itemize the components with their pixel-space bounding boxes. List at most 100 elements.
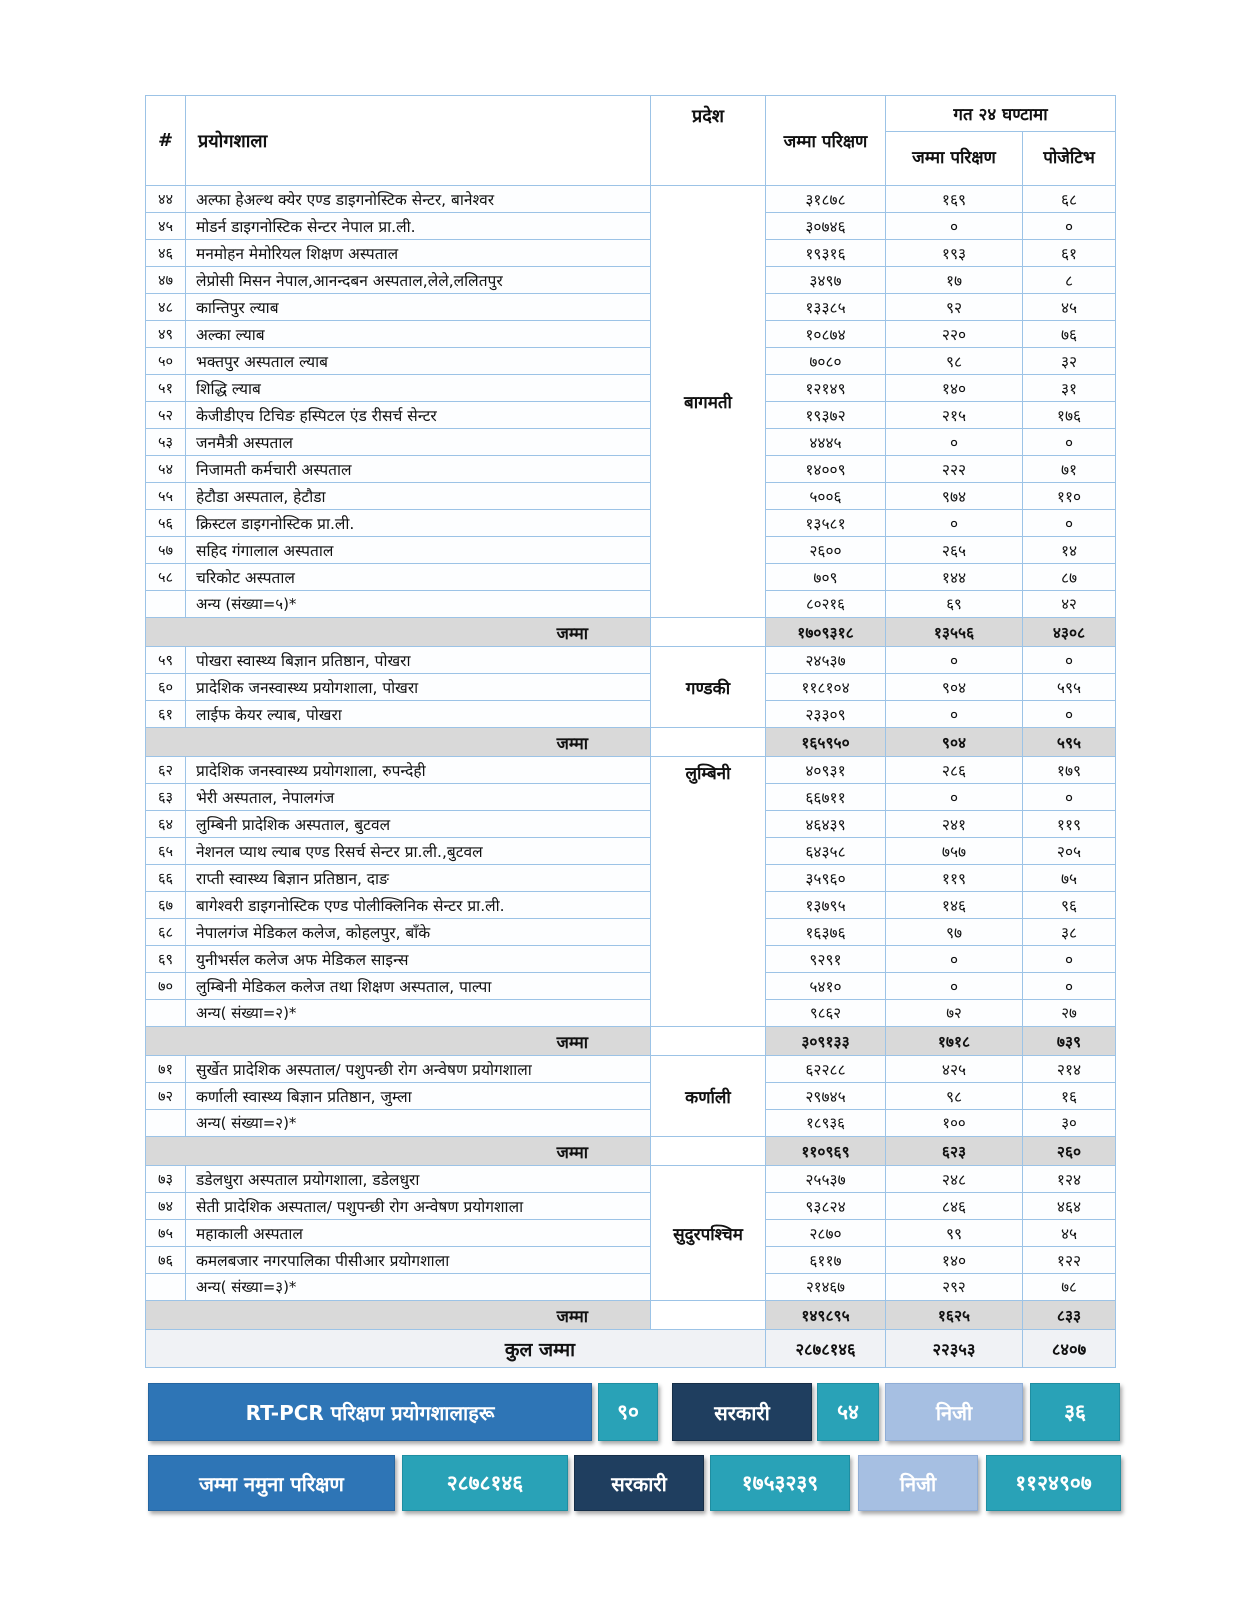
total-tests-cell: ६४३५८: [765, 837, 886, 865]
total-samples-private-value: ११२४९०७: [986, 1455, 1121, 1511]
row-number-cell: ४८: [145, 293, 186, 321]
row-number-cell: ६०: [145, 673, 186, 701]
summary-section: RT-PCR परिक्षण प्रयोगशालाहरू ९० सरकारी ५…: [148, 1383, 1236, 1511]
table-row: ७५ महाकाली अस्पताल २८७० ९९ ४५: [145, 1219, 1117, 1247]
positive-24h-cell: १४: [1021, 536, 1117, 564]
tests-24h-cell: २२२: [885, 455, 1023, 483]
table-row: ७६ कमलबजार नगरपालिका पीसीआर प्रयोगशाला ६११…: [145, 1246, 1117, 1274]
table-row: ७१ सुर्खेत प्रादेशिक अस्पताल/ पशुपन्छी रो…: [145, 1055, 1117, 1137]
lab-name-cell: निजामती कर्मचारी अस्पताल: [185, 455, 651, 483]
positive-24h-cell: ३०: [1021, 1109, 1117, 1137]
province-empty-cell: [650, 727, 766, 757]
lab-name-cell: नेशनल प्याथ ल्याब एण्ड रिसर्च सेन्टर प्र…: [185, 837, 651, 865]
table-row: ४५ मोडर्न डाइगनोस्टिक सेन्टर नेपाल प्रा.ल…: [145, 212, 1117, 240]
total-tests-cell: ५४१०: [765, 972, 886, 1000]
positive-24h-cell: ३१: [1021, 374, 1117, 402]
subtotal-label-cell: जम्मा: [145, 617, 651, 647]
lab-name-cell: अन्य( संख्या=२)*: [185, 999, 651, 1027]
tests-24h-cell: २१५: [885, 401, 1023, 429]
table-row: ६० प्रादेशिक जनस्वास्थ्य प्रयोगशाला, पोखर…: [145, 673, 1117, 701]
subtotal-label-cell: जम्मा: [145, 1026, 651, 1056]
positive-24h-cell: ११०: [1021, 482, 1117, 510]
rtpcr-labs-label: RT-PCR परिक्षण प्रयोगशालाहरू: [148, 1383, 592, 1441]
row-number-cell: ७१: [145, 1055, 186, 1083]
table-row: ६४ लुम्बिनी प्रादेशिक अस्पताल, बुटवल ४६४३९…: [145, 810, 1117, 838]
lab-name-cell: सुर्खेत प्रादेशिक अस्पताल/ पशुपन्छी रोग …: [185, 1055, 651, 1083]
tests-24h-cell: २८६: [885, 756, 1023, 784]
total-samples-government-value: १७५३२३९: [710, 1455, 850, 1511]
positive-24h-cell: २०५: [1021, 837, 1117, 865]
row-number-cell: ६९: [145, 945, 186, 973]
table-row: ६१ लाईफ केयर ल्याब, पोखरा २३३०९ ० ०: [145, 700, 1117, 728]
total-tests-cell: ४६४३९: [765, 810, 886, 838]
tests-24h-cell: ०: [885, 783, 1023, 811]
grand-total-label-cell: कुल जम्मा: [145, 1329, 766, 1368]
tests-24h-cell: ९०४: [885, 673, 1023, 701]
tests-24h-cell: ०: [885, 700, 1023, 728]
table-row: ७२ कर्णाली स्वास्थ्य बिज्ञान प्रतिष्ठान, …: [145, 1082, 1117, 1110]
lab-name-cell: कमलबजार नगरपालिका पीसीआर प्रयोगशाला: [185, 1246, 651, 1274]
lab-name-cell: लुम्बिनी प्रादेशिक अस्पताल, बुटवल: [185, 810, 651, 838]
tests-24h-cell: १७१८: [885, 1026, 1023, 1056]
lab-name-cell: महाकाली अस्पताल: [185, 1219, 651, 1247]
table-row: ६२ प्रादेशिक जनस्वास्थ्य प्रयोगशाला, रुपन…: [145, 756, 1117, 1027]
row-number-cell: ४६: [145, 239, 186, 267]
lab-name-cell: भेरी अस्पताल, नेपालगंज: [185, 783, 651, 811]
table-row: ७४ सेती प्रादेशिक अस्पताल/ पशुपन्छी रोग अ…: [145, 1192, 1117, 1220]
total-tests-cell: ३०९१३३: [765, 1026, 886, 1056]
rtpcr-labs-total-value: ९०: [598, 1383, 658, 1441]
subtotal-label-cell: जम्मा: [145, 727, 651, 757]
row-number-cell: ५३: [145, 428, 186, 456]
positive-24h-cell: १७६: [1021, 401, 1117, 429]
tests-24h-cell: ९२: [885, 293, 1023, 321]
row-number-cell: ४५: [145, 212, 186, 240]
total-tests-cell: १४९८९५: [765, 1300, 886, 1330]
lab-name-cell: लुम्बिनी मेडिकल कलेज तथा शिक्षण अस्पताल,…: [185, 972, 651, 1000]
row-number-cell: ६१: [145, 700, 186, 728]
table-row: ४६ मनमोहन मेमोरियल शिक्षण अस्पताल १९३१६ १९३…: [145, 239, 1117, 267]
col-header-number: #: [145, 95, 186, 186]
row-number-cell: ७६: [145, 1246, 186, 1274]
row-number-cell: ४७: [145, 266, 186, 294]
total-tests-cell: ४०९३१: [765, 756, 886, 784]
positive-24h-cell: ०: [1021, 783, 1117, 811]
row-number-cell: ५६: [145, 509, 186, 537]
positive-24h-cell: ७१: [1021, 455, 1117, 483]
tests-24h-cell: १४६: [885, 891, 1023, 919]
subtotal-row: जम्मा ३०९१३३ १७१८ ७३९: [145, 1026, 1117, 1056]
tests-24h-cell: २४८: [885, 1165, 1023, 1193]
total-tests-cell: १९३७२: [765, 401, 886, 429]
col-header-laboratory: प्रयोगशाला: [185, 95, 651, 186]
tests-24h-cell: १७: [885, 266, 1023, 294]
total-tests-cell: ६२२८८: [765, 1055, 886, 1083]
total-tests-cell: १३३८५: [765, 293, 886, 321]
row-number-cell: ५१: [145, 374, 186, 402]
subtotal-row: जम्मा ११०९६९ ६२३ २६०: [145, 1136, 1117, 1166]
tests-24h-cell: १३५५६: [885, 617, 1023, 647]
lab-name-cell: मोडर्न डाइगनोस्टिक सेन्टर नेपाल प्रा.ली.: [185, 212, 651, 240]
total-tests-cell: २५५३७: [765, 1165, 886, 1193]
lab-name-cell: मनमोहन मेमोरियल शिक्षण अस्पताल: [185, 239, 651, 267]
rtpcr-labs-government-value: ५४: [817, 1383, 879, 1441]
summary-row-labs: RT-PCR परिक्षण प्रयोगशालाहरू ९० सरकारी ५…: [148, 1383, 1236, 1441]
table-row: ५८ चरिकोट अस्पताल ७०९ १४४ ८७: [145, 563, 1117, 591]
positive-24h-cell: २१४: [1021, 1055, 1117, 1083]
lab-name-cell: केजीडीएच टिचिङ हस्पिटल एंड रीसर्च सेन्टर: [185, 401, 651, 429]
total-tests-cell: ८०२१६: [765, 590, 886, 618]
province-cell: कर्णाली: [650, 1055, 766, 1137]
table-row: ५१ शिद्धि ल्याब १२१४९ १४० ३१: [145, 374, 1117, 402]
row-number-cell: ६३: [145, 783, 186, 811]
total-tests-cell: २४५३७: [765, 646, 886, 674]
tests-24h-cell: २९२: [885, 1273, 1023, 1301]
tests-24h-cell: १६९: [885, 185, 1023, 213]
grand-total-row: कुल जम्मा २८७८१४६ २२३५३ ८४०७: [145, 1329, 1117, 1368]
positive-24h-cell: ८३३: [1021, 1300, 1117, 1330]
positive-24h-cell: ७८: [1021, 1273, 1117, 1301]
tests-24h-cell: १४०: [885, 1246, 1023, 1274]
table-row-other: अन्य (संख्या=५)* ८०२१६ ६९ ४२: [145, 590, 1117, 618]
total-tests-cell: १२१४९: [765, 374, 886, 402]
province-cell: बागमती: [650, 185, 766, 618]
total-tests-cell: ६६७११: [765, 783, 886, 811]
row-number-cell: ५०: [145, 347, 186, 375]
table-row: ५९ पोखरा स्वास्थ्य बिज्ञान प्रतिष्ठान, पो…: [145, 646, 1117, 728]
